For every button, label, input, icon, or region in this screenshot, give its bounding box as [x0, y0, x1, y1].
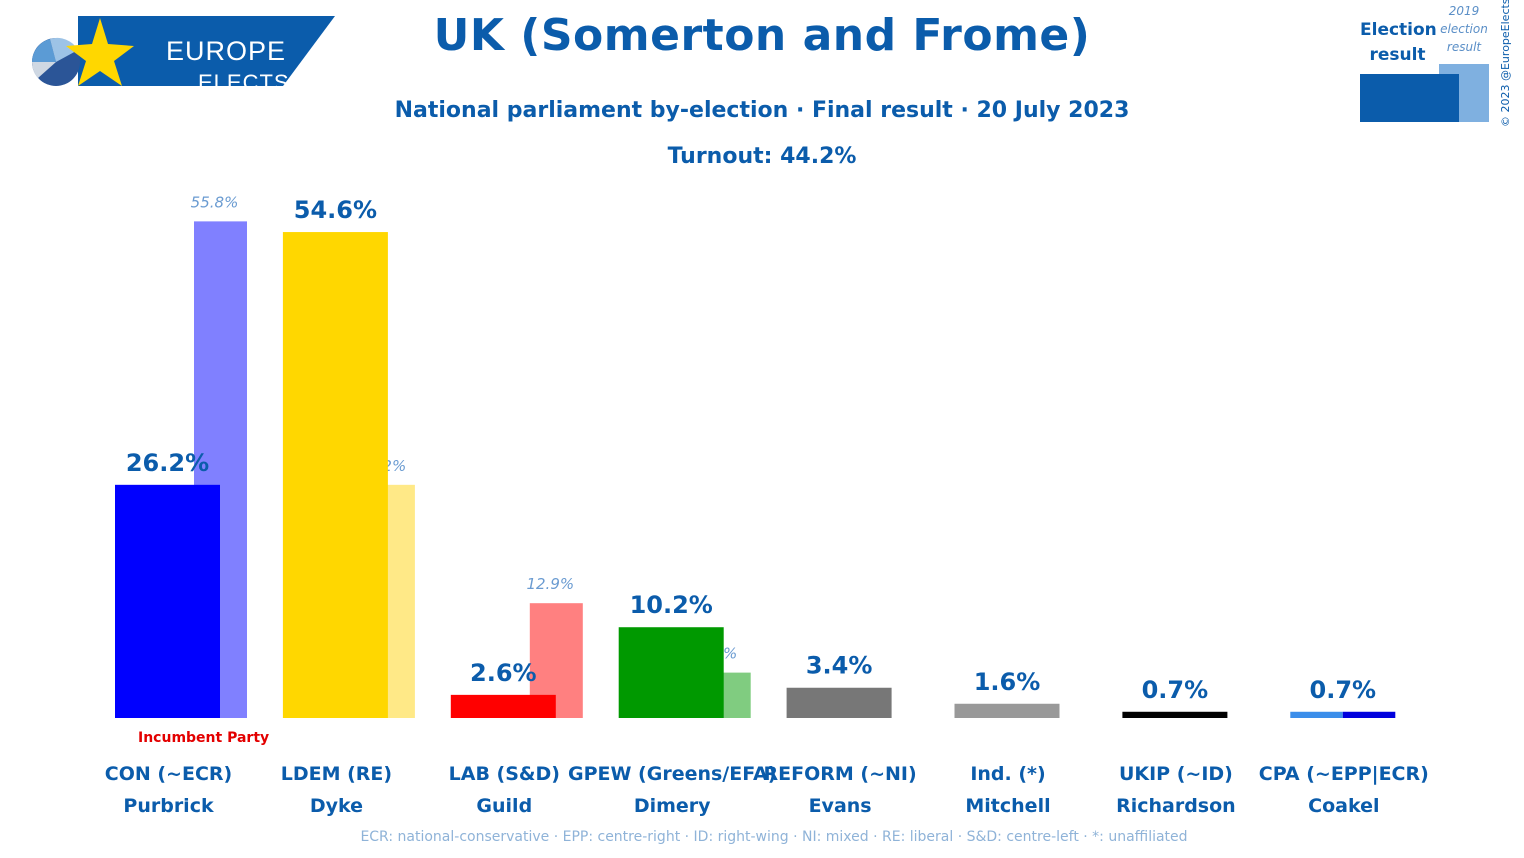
result-bar	[115, 484, 220, 718]
result-bar	[954, 703, 1060, 718]
candidate-label: Dyke	[310, 795, 363, 817]
copyright-label: © 2023 @EuropeElects	[1499, 0, 1512, 127]
result-value-label: 54.6%	[294, 196, 377, 224]
party-label: CPA (~EPP|ECR)	[1259, 763, 1429, 785]
chart-subtitle: National parliament by-election · Final …	[394, 98, 1130, 123]
party-label: LAB (S&D)	[449, 763, 560, 785]
party-label: Ind. (*)	[970, 763, 1045, 785]
result-value-label: 0.7%	[1142, 676, 1209, 704]
candidate-label: Coakel	[1308, 795, 1379, 817]
logo-text-elects: ELECTS	[198, 70, 290, 95]
result-bar	[618, 627, 724, 718]
result-value-label: 10.2%	[630, 591, 713, 619]
legend	[1355, 0, 1524, 140]
party-label: GPEW (Greens/EFA)	[568, 763, 776, 785]
party-label: CON (~ECR)	[105, 763, 232, 785]
legend-previous-label: 2019 election result	[1440, 4, 1488, 54]
logo-text-europe: EUROPE	[166, 36, 287, 66]
result-bar	[282, 232, 388, 718]
result-value-label: 0.7%	[1310, 676, 1377, 704]
result-bar	[1122, 711, 1228, 718]
result-bar-left	[1290, 711, 1343, 718]
turnout-label: Turnout: 44.2%	[667, 144, 857, 169]
previous-value-label: 12.9%	[526, 575, 574, 593]
candidate-label: Mitchell	[965, 795, 1050, 817]
candidate-label: Purbrick	[123, 795, 214, 817]
party-label: UKIP (~ID)	[1119, 763, 1233, 785]
footnote: ECR: national-conservative · EPP: centre…	[360, 829, 1188, 845]
result-value-label: 1.6%	[974, 668, 1041, 696]
incumbent-party-label: Incumbent Party	[138, 730, 270, 746]
result-value-label: 2.6%	[470, 659, 537, 687]
candidate-label: Dimery	[634, 795, 711, 817]
legend-current-swatch	[1360, 74, 1459, 122]
candidate-label: Evans	[809, 795, 872, 817]
party-label: LDEM (RE)	[281, 763, 392, 785]
result-value-label: 26.2%	[126, 449, 209, 477]
candidate-label: Guild	[476, 795, 532, 817]
candidate-label: Richardson	[1116, 795, 1236, 817]
result-bar	[450, 694, 556, 718]
result-value-label: 3.4%	[806, 652, 873, 680]
result-bar	[786, 687, 892, 718]
europe-elects-logo: EUROPE ELECTS	[28, 16, 338, 95]
legend-current-label: Election result	[1360, 20, 1437, 65]
previous-value-label: 55.8%	[191, 193, 239, 211]
chart-title: UK (Somerton and Frome)	[433, 10, 1091, 61]
result-bar-right	[1342, 711, 1396, 718]
party-label: REFORM (~NI)	[764, 763, 917, 785]
